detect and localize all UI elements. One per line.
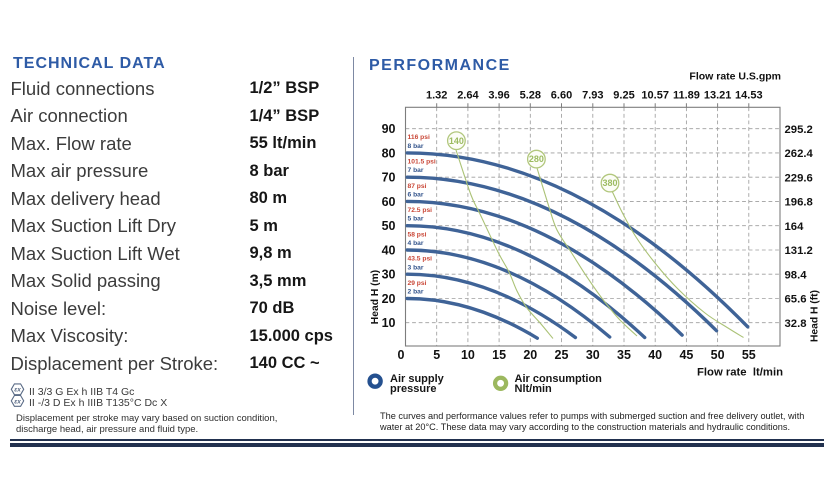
svg-text:20: 20 xyxy=(523,348,537,362)
svg-text:72.5 psi: 72.5 psi xyxy=(408,207,433,214)
svg-text:15: 15 xyxy=(492,348,506,362)
svg-text:40: 40 xyxy=(382,243,396,257)
svg-text:εx: εx xyxy=(14,398,21,405)
svg-text:90: 90 xyxy=(382,122,396,136)
svg-text:Flow rate U.S.gpm: Flow rate U.S.gpm xyxy=(689,71,781,83)
svg-text:3.96: 3.96 xyxy=(488,89,509,101)
svg-text:30: 30 xyxy=(382,268,396,282)
svg-text:25: 25 xyxy=(555,348,569,362)
svg-text:10.57: 10.57 xyxy=(641,89,669,101)
svg-text:40: 40 xyxy=(648,348,662,362)
svg-text:1.32: 1.32 xyxy=(426,89,447,101)
svg-text:380: 380 xyxy=(602,178,617,188)
svg-text:116 psi: 116 psi xyxy=(408,134,430,141)
svg-text:140: 140 xyxy=(449,136,464,146)
svg-text:70: 70 xyxy=(382,171,396,185)
svg-text:8 bar: 8 bar xyxy=(408,143,424,150)
svg-text:εx: εx xyxy=(14,387,21,394)
svg-text:3 bar: 3 bar xyxy=(408,264,424,271)
svg-text:80: 80 xyxy=(382,146,396,160)
svg-text:0: 0 xyxy=(398,348,405,362)
svg-text:50: 50 xyxy=(382,219,396,233)
svg-text:58 psi: 58 psi xyxy=(408,231,427,238)
svg-text:11.89: 11.89 xyxy=(673,89,700,101)
svg-text:98.4: 98.4 xyxy=(785,269,808,281)
svg-text:9.25: 9.25 xyxy=(613,89,634,101)
svg-text:32.8: 32.8 xyxy=(785,318,807,330)
svg-text:7 bar: 7 bar xyxy=(408,167,424,174)
svg-text:Head H (ft): Head H (ft) xyxy=(810,290,821,342)
svg-text:Head H (m): Head H (m) xyxy=(370,270,381,324)
svg-text:5: 5 xyxy=(433,348,440,362)
svg-text:29 psi: 29 psi xyxy=(408,280,427,287)
svg-text:87 psi: 87 psi xyxy=(408,183,427,190)
svg-text:131.2: 131.2 xyxy=(785,245,813,257)
svg-text:20: 20 xyxy=(382,292,396,306)
svg-text:2 bar: 2 bar xyxy=(408,289,424,296)
svg-text:280: 280 xyxy=(529,154,544,164)
svg-text:35: 35 xyxy=(617,348,631,362)
svg-text:65.6: 65.6 xyxy=(785,294,807,306)
svg-text:55: 55 xyxy=(742,348,756,362)
svg-text:101.5 psi: 101.5 psi xyxy=(408,159,436,166)
svg-text:10: 10 xyxy=(461,348,475,362)
svg-text:13.21: 13.21 xyxy=(704,89,732,101)
svg-text:60: 60 xyxy=(382,195,396,209)
svg-text:10: 10 xyxy=(382,316,396,330)
svg-text:2.64: 2.64 xyxy=(457,89,479,101)
svg-text:5.28: 5.28 xyxy=(520,89,541,101)
svg-text:7.93: 7.93 xyxy=(582,89,603,101)
svg-text:5 bar: 5 bar xyxy=(408,216,424,223)
svg-text:4 bar: 4 bar xyxy=(408,240,424,247)
svg-text:229.6: 229.6 xyxy=(785,172,813,184)
svg-text:6 bar: 6 bar xyxy=(408,191,424,198)
svg-text:30: 30 xyxy=(586,348,600,362)
svg-text:Flow rate lt/min: Flow rate lt/min xyxy=(697,367,783,379)
svg-text:43.5 psi: 43.5 psi xyxy=(408,256,433,263)
svg-text:45: 45 xyxy=(679,348,693,362)
svg-text:14.53: 14.53 xyxy=(735,89,763,101)
svg-text:164: 164 xyxy=(785,221,805,233)
svg-text:50: 50 xyxy=(711,348,725,362)
svg-text:262.4: 262.4 xyxy=(785,148,814,160)
svg-text:196.8: 196.8 xyxy=(785,197,813,209)
svg-text:6.60: 6.60 xyxy=(551,89,572,101)
svg-text:295.2: 295.2 xyxy=(785,124,813,136)
